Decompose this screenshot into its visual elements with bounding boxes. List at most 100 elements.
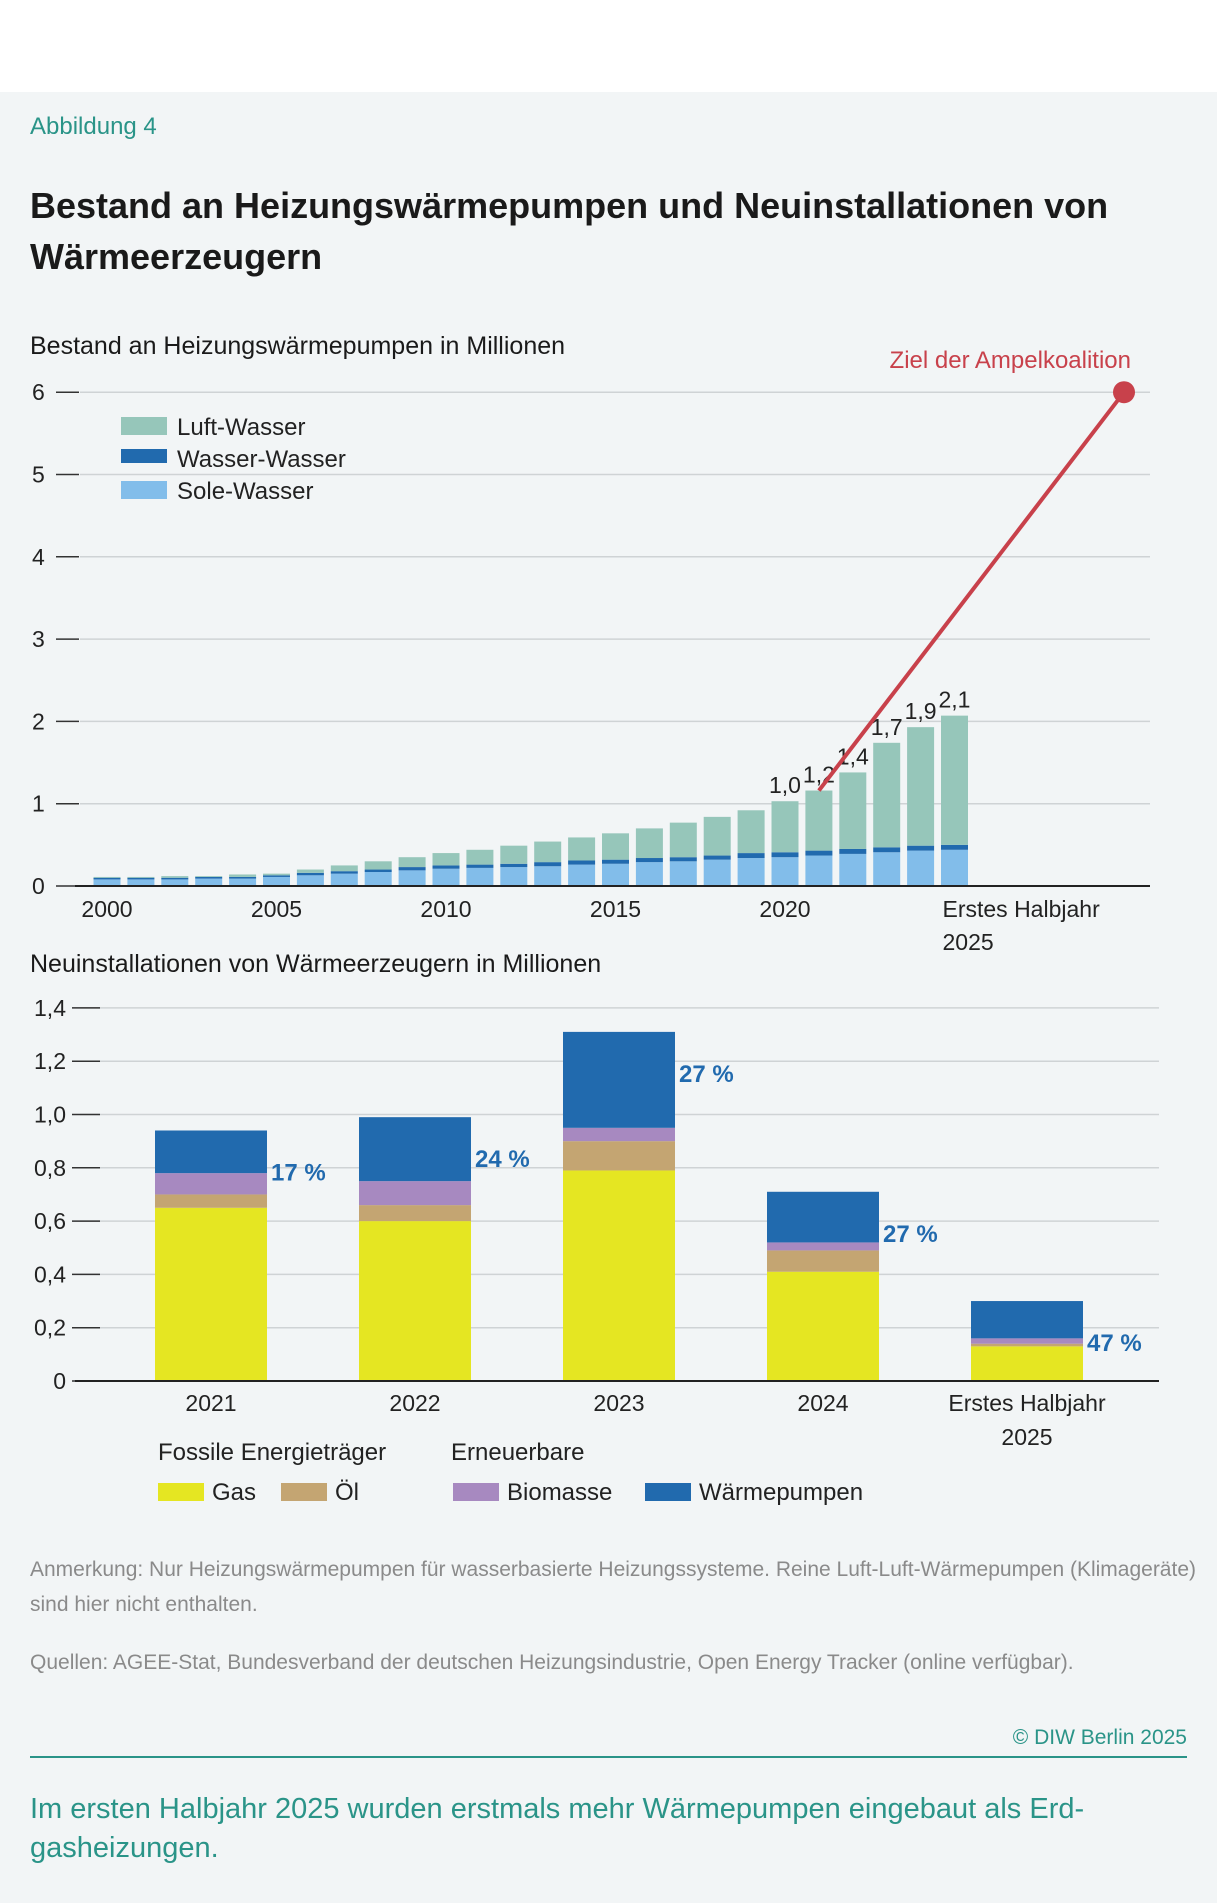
chart2-unit: in Millionen (476, 950, 602, 978)
remark-note: Anmerkung: Nur Heizungswärmepumpen für w… (30, 1558, 1196, 1616)
bar-segment-wasser-wasser (873, 847, 901, 853)
bar-segment-sole-wasser (93, 879, 121, 886)
bar-segment-luft-wasser (127, 876, 155, 878)
bar-segment-wärmepumpen (359, 1117, 471, 1182)
bar-segment-sole-wasser (534, 866, 562, 886)
bar-segment-luft-wasser (364, 861, 392, 870)
bar-segment-biomasse (359, 1181, 471, 1206)
target-point (1113, 381, 1135, 404)
share-label: 27 % (679, 1061, 734, 1088)
legend-label: Öl (335, 1479, 359, 1506)
bar-segment-sole-wasser (907, 850, 935, 886)
bar-segment-biomasse (155, 1173, 267, 1195)
x-tick-label: 2020 (759, 896, 810, 922)
bar-segment-wasser-wasser (364, 869, 392, 873)
summary-text: Im ersten Halbjahr 2025 wurden erstmals … (30, 1793, 1085, 1864)
bar-segment-wasser-wasser (907, 845, 935, 851)
bar-segment-gas (563, 1170, 675, 1381)
bar-segment-luft-wasser (330, 865, 358, 872)
legend-label: Wasser-Wasser (177, 446, 346, 473)
y-tick-label: 1,2 (34, 1048, 66, 1074)
y-tick-label: 6 (32, 379, 45, 405)
share-label: 17 % (271, 1159, 326, 1186)
x-tick-label: Erstes Halbjahr (943, 896, 1101, 922)
bar-segment-sole-wasser (263, 876, 290, 886)
bar-segment-luft-wasser (263, 873, 290, 876)
x-tick-label: Erstes Halbjahr (948, 1390, 1106, 1416)
bar-segment-wasser-wasser (127, 877, 155, 880)
bar-segment-wasser-wasser (805, 850, 833, 856)
bar-segment-sole-wasser (941, 849, 968, 886)
bar-segment-sole-wasser (737, 858, 765, 886)
x-tick-label: 2023 (593, 1390, 644, 1416)
bar-segment-wasser-wasser (263, 875, 290, 877)
bar-segment-sole-wasser (771, 857, 799, 886)
x-tick-label: 2010 (420, 896, 471, 922)
bar-segment-wasser-wasser (534, 862, 562, 867)
copyright: © DIW Berlin 2025 (1012, 1726, 1187, 1749)
y-tick-label: 0,8 (34, 1155, 66, 1181)
legend-swatch (645, 1483, 691, 1501)
x-tick-label: 2025 (943, 929, 994, 955)
bar-segment-luft-wasser (873, 742, 901, 848)
y-tick-label: 1,0 (34, 1102, 66, 1128)
share-label: 24 % (475, 1146, 530, 1173)
bar-segment-luft-wasser (737, 810, 765, 854)
x-tick-label: 2015 (590, 896, 641, 922)
bar-segment-sole-wasser (330, 873, 358, 886)
bar-segment-sole-wasser (669, 861, 697, 886)
share-label: 47 % (1087, 1330, 1142, 1357)
bar-segment-sole-wasser (398, 870, 426, 886)
bar-segment-wasser-wasser (93, 877, 121, 880)
bar-segment-sole-wasser (229, 878, 257, 886)
bar-segment-wasser-wasser (669, 857, 697, 862)
bar-segment-sole-wasser (432, 868, 460, 886)
bar-segment-luft-wasser (771, 801, 799, 853)
bar-segment-sole-wasser (127, 879, 155, 886)
legend-swatch (158, 1483, 204, 1501)
y-tick-label: 0,6 (34, 1208, 66, 1234)
total-label: 2,1 (939, 687, 971, 713)
divider (30, 1756, 1187, 1758)
bar-segment-luft-wasser (534, 841, 562, 863)
bar-segment-sole-wasser (839, 853, 867, 886)
bar-segment-luft-wasser (839, 772, 867, 849)
bar-segment-sole-wasser (635, 862, 663, 886)
legend-group-label: Erneuerbare (451, 1439, 584, 1466)
bar-segment-sole-wasser (602, 863, 629, 886)
bar-segment-luft-wasser (296, 869, 324, 873)
bar-segment-luft-wasser (703, 816, 731, 856)
bar-segment-wasser-wasser (602, 859, 629, 864)
bar-segment-wasser-wasser (229, 876, 257, 879)
bar-segment-biomasse (767, 1242, 879, 1251)
x-tick-label: 2021 (185, 1390, 236, 1416)
bar-segment-luft-wasser (568, 837, 596, 861)
bar-segment-wasser-wasser (737, 853, 765, 859)
chart2-title: Neuinstallationen von Wärmeerzeugern in … (30, 950, 601, 979)
figure-label: Abbildung 4 (30, 113, 157, 140)
bar-segment-wärmepumpen (563, 1031, 675, 1128)
bar-segment-gas (767, 1271, 879, 1381)
legend-label: Sole-Wasser (177, 478, 313, 505)
x-tick-label: 2025 (1001, 1424, 1052, 1450)
bar-segment-wärmepumpen (767, 1191, 879, 1243)
bar-segment-luft-wasser (93, 876, 121, 878)
bar-segment-luft-wasser (635, 828, 663, 859)
y-tick-label: 5 (32, 462, 45, 488)
y-tick-label: 1 (32, 791, 45, 817)
bar-segment-wasser-wasser (635, 858, 663, 863)
bar-segment-luft-wasser (195, 876, 223, 877)
bar-segment-luft-wasser (432, 853, 460, 866)
y-tick-label: 4 (32, 544, 45, 570)
bar-segment-sole-wasser (500, 867, 528, 886)
bar-segment-sole-wasser (703, 859, 731, 886)
sources-note: Quellen: AGEE-Stat, Bundesverband der de… (30, 1651, 1074, 1674)
bar-segment-luft-wasser (161, 876, 189, 878)
legend-swatch (281, 1483, 327, 1501)
bar-segment-wasser-wasser (771, 852, 799, 858)
legend-label: Gas (212, 1479, 256, 1506)
bar-segment-wärmepumpen (971, 1301, 1083, 1339)
bar-segment-wasser-wasser (195, 876, 223, 879)
bar-segment-sole-wasser (195, 878, 223, 886)
